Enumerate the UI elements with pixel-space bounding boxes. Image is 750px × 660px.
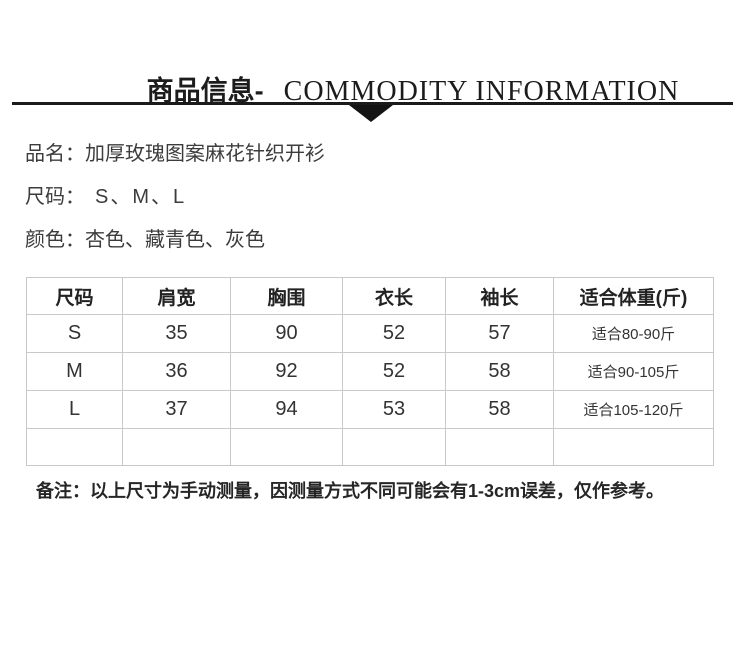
table-cell: 52 xyxy=(342,314,446,353)
table-cell xyxy=(342,428,446,466)
table-cell xyxy=(445,428,554,466)
column-header-shoulder: 肩宽 xyxy=(122,277,231,315)
column-header-size: 尺码 xyxy=(26,277,123,315)
page-title-chinese: 商品信息- xyxy=(146,76,264,106)
table-cell-weight: 适合105-120斤 xyxy=(553,390,714,429)
product-color-row: 颜色：杏色、藏青色、灰色 xyxy=(25,219,325,262)
table-cell: 53 xyxy=(342,390,446,429)
table-cell: 35 xyxy=(122,314,231,353)
table-header-row: 尺码 肩宽 胸围 衣长 袖长 适合体重(斤) xyxy=(26,277,714,315)
product-name-row: 品名：加厚玫瑰图案麻花针织开衫 xyxy=(25,133,325,176)
table-cell: 37 xyxy=(122,390,231,429)
page-title: 商品信息- COMMODITY INFORMATION xyxy=(0,69,750,108)
product-name-value: 加厚玫瑰图案麻花针织开衫 xyxy=(85,143,325,165)
table-cell: 57 xyxy=(445,314,554,353)
measurement-note: 备注：以上尺寸为手动测量，因测量方式不同可能会有1-3cm误差，仅作参考。 xyxy=(36,481,665,501)
column-header-sleeve: 袖长 xyxy=(445,277,554,315)
table-cell: 58 xyxy=(445,390,554,429)
table-cell: 36 xyxy=(122,352,231,391)
table-cell-weight: 适合90-105斤 xyxy=(553,352,714,391)
product-fields: 品名：加厚玫瑰图案麻花针织开衫 尺码： S、M、L 颜色：杏色、藏青色、灰色 xyxy=(25,133,325,262)
product-name-label: 品名： xyxy=(25,143,85,165)
table-cell: 90 xyxy=(230,314,343,353)
table-cell xyxy=(230,428,343,466)
column-header-length: 衣长 xyxy=(342,277,446,315)
table-row-empty xyxy=(26,428,714,466)
table-cell: 58 xyxy=(445,352,554,391)
size-chart-table: 尺码 肩宽 胸围 衣长 袖长 适合体重(斤) S 35 90 52 57 适合8… xyxy=(26,277,714,466)
table-cell: 94 xyxy=(230,390,343,429)
column-header-weight: 适合体重(斤) xyxy=(553,277,714,315)
product-size-row: 尺码： S、M、L xyxy=(25,176,325,219)
page-title-english: COMMODITY INFORMATION xyxy=(283,76,680,107)
product-color-label: 颜色： xyxy=(25,229,85,251)
table-cell-weight: 适合80-90斤 xyxy=(553,314,714,353)
table-row-s: S 35 90 52 57 适合80-90斤 xyxy=(26,314,714,353)
table-cell: 52 xyxy=(342,352,446,391)
table-cell xyxy=(26,428,123,466)
column-header-bust: 胸围 xyxy=(230,277,343,315)
table-cell: L xyxy=(26,390,123,429)
product-size-label: 尺码： xyxy=(25,186,85,208)
table-cell: 92 xyxy=(230,352,343,391)
table-cell: M xyxy=(26,352,123,391)
product-size-value: S、M、L xyxy=(95,186,187,208)
header-divider-line xyxy=(12,102,733,105)
table-cell-weight xyxy=(553,428,714,466)
table-cell: S xyxy=(26,314,123,353)
triangle-down-icon xyxy=(349,105,393,122)
table-cell xyxy=(122,428,231,466)
table-row-l: L 37 94 53 58 适合105-120斤 xyxy=(26,390,714,429)
table-row-m: M 36 92 52 58 适合90-105斤 xyxy=(26,352,714,391)
product-color-value: 杏色、藏青色、灰色 xyxy=(85,229,265,251)
